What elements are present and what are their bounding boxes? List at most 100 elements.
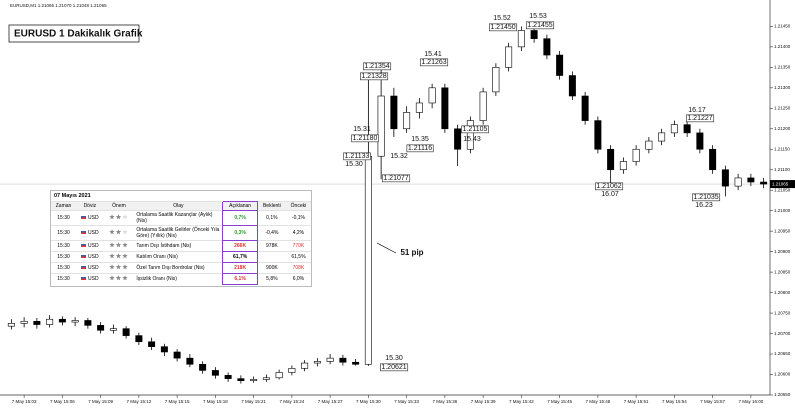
candle-body	[199, 363, 207, 371]
candle-body	[747, 177, 755, 183]
time-annotation: 51 pip	[400, 248, 423, 257]
header-row: Zaman Döviz Önem Olay Açıklanan Beklenti Öncek…	[51, 201, 311, 211]
x-tick-label: 7 May 15:09	[88, 399, 113, 404]
importance-stars	[109, 275, 128, 281]
candle-body	[109, 328, 117, 331]
x-tick-label: 7 May 15:12	[126, 399, 151, 404]
annotation-box	[343, 152, 371, 161]
title-box	[8, 24, 140, 43]
event-cell: Ortalama Saatlik Gelirler (Önceki Yıla G…	[134, 225, 223, 241]
price-annotation: 1.20621	[381, 364, 406, 371]
star	[109, 214, 115, 220]
flag-icon	[81, 243, 87, 248]
candle-body	[301, 362, 309, 369]
forecast-cell	[257, 251, 286, 263]
currency-cell: USD	[76, 225, 104, 241]
y-tick-label: 1.21350	[774, 65, 791, 70]
candle-body	[709, 148, 717, 171]
price-annotation: 1.21116	[408, 145, 432, 152]
candle-body	[275, 372, 283, 379]
flag-icon	[81, 276, 87, 281]
candle-body	[594, 120, 602, 150]
y-tick-label: 1.20700	[774, 331, 791, 336]
star	[115, 275, 122, 281]
event-cell: Tarım Dışı İstihdam (Nis)	[134, 240, 223, 252]
annotation-box	[595, 182, 624, 191]
x-tick-label: 7 May 15:06	[50, 399, 75, 404]
star	[122, 242, 128, 248]
star	[109, 264, 115, 270]
candle-body	[492, 67, 500, 93]
importance-cell	[103, 210, 135, 226]
x-tick-label: 7 May 15:18	[203, 399, 228, 404]
candle-body	[658, 132, 666, 142]
importance-cell	[103, 225, 135, 241]
importance-stars	[109, 264, 128, 270]
time-annotation: 15.43	[463, 136, 481, 143]
candle-body	[428, 87, 436, 104]
current-price-label: 1.21065	[772, 181, 789, 186]
y-tick-label: 1.20550	[774, 392, 791, 397]
y-tick-label: 1.20600	[774, 372, 791, 377]
x-tick-label: 7 May 15:15	[165, 399, 190, 404]
candle-body	[505, 46, 513, 68]
star	[109, 275, 115, 281]
time-annotation: 16.07	[601, 191, 619, 198]
candle-body	[339, 357, 347, 363]
table-row: 15:30 USD İşsizlik Oranı (Nis) 6,1% 5,8% 6,0%	[51, 273, 311, 285]
candle-body	[7, 323, 15, 327]
importance-stars	[109, 214, 128, 220]
y-tick-label: 1.20850	[774, 269, 791, 274]
star	[115, 264, 122, 270]
candle-body	[377, 95, 385, 157]
star	[122, 253, 128, 259]
annotation-box	[351, 134, 379, 143]
candle-body	[645, 140, 653, 150]
actual-cell: 266K	[222, 240, 258, 252]
column-header: Olay	[134, 201, 223, 211]
candle-body	[313, 361, 321, 364]
annotation-box	[382, 174, 411, 183]
x-tick-label: 7 May 15:57	[700, 399, 725, 404]
time-annotation: 16.17	[688, 107, 706, 114]
candle-body	[683, 124, 691, 134]
candle-body	[581, 95, 589, 121]
actual-cell: 0,7%	[222, 210, 258, 226]
y-tick-label: 1.20950	[774, 228, 791, 233]
time-annotation: 15.32	[390, 153, 408, 160]
price-annotation: 1.21450	[490, 24, 515, 31]
table-row: 15:30 USD Özel Tarım Dışı Bordrolar (Nis) 2…	[51, 262, 311, 274]
annotation-box	[686, 114, 715, 123]
column-header: Döviz	[76, 201, 104, 211]
time-annotation: 15.30	[345, 161, 363, 168]
y-tick-label: 1.20750	[774, 310, 791, 315]
economic-calendar: 07 Mayıs 2021 Zaman Döviz Önem Olay Açıklana…	[50, 190, 312, 287]
x-tick-label: 7 May 15:54	[662, 399, 687, 404]
candle-body	[670, 124, 678, 134]
pip-pointer	[376, 242, 397, 254]
candle-body	[390, 95, 398, 130]
x-tick-label: 7 May 15:39	[471, 399, 496, 404]
star	[122, 229, 128, 235]
star	[109, 253, 115, 259]
candle-body	[568, 75, 576, 97]
star	[122, 214, 128, 220]
candle-body	[237, 378, 245, 381]
y-tick-label: 1.21050	[774, 187, 791, 192]
currency-cell: USD	[76, 273, 104, 284]
importance-stars	[109, 242, 128, 248]
x-tick-label: 7 May 16:00	[738, 399, 763, 404]
currency: USD	[88, 215, 99, 221]
table-row: 15:30 USD Tarım Dışı İstihdam (Nis) 266K 978…	[51, 240, 311, 252]
annotation-box	[380, 363, 409, 372]
star	[109, 229, 115, 235]
x-tick-label: 7 May 15:30	[356, 399, 381, 404]
previous-cell: 61,5%	[285, 251, 311, 263]
price-annotation: 1.21035	[693, 194, 718, 201]
column-header: Önem	[103, 201, 135, 211]
candle-body	[352, 361, 360, 365]
previous-cell: 770K	[285, 240, 311, 252]
time-annotation: 16.23	[695, 202, 713, 209]
column-header: Önceki	[285, 201, 311, 211]
